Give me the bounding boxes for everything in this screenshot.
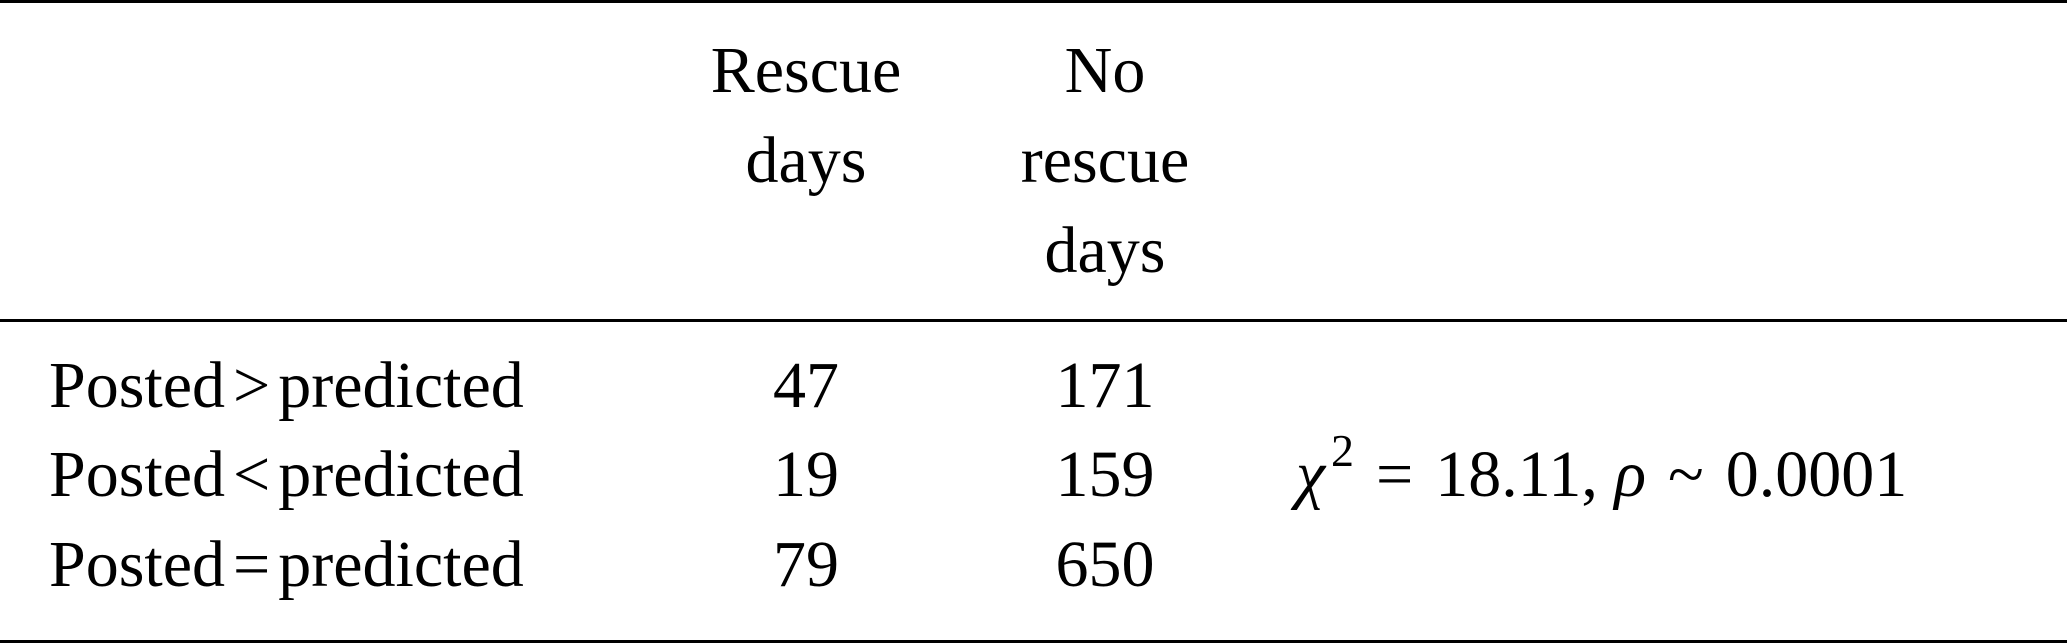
cell-no-rescue-days: 650 (1055, 528, 1155, 601)
header-rescue-days: Rescue days (710, 34, 902, 197)
cell-no-rescue-days: 171 (1055, 349, 1155, 422)
p-symbol: ρ (1614, 438, 1647, 511)
cell-no-rescue-days: 159 (1055, 438, 1155, 511)
cell-rescue-days: 47 (773, 349, 839, 422)
row-label: Posted > predicted (49, 341, 524, 431)
row-label-left: Posted (49, 528, 226, 601)
cell-rescue-days: 79 (773, 528, 839, 601)
bottom-rule (0, 640, 2067, 643)
p-value: 0.0001 (1725, 438, 1908, 511)
chi-square-statistic: χ 2 = 18.11, ρ ~0.0001 (1296, 425, 1908, 520)
row-label: Posted = predicted (49, 520, 524, 610)
approx-sign: ~ (1668, 438, 1704, 511)
header-rule (0, 319, 2067, 322)
equals-sign: = (1376, 438, 1414, 511)
header-no-rescue-days: No rescue days (1020, 34, 1190, 287)
cell-rescue-days: 19 (773, 438, 839, 511)
row-relation: > (233, 349, 271, 422)
row-label-right: predicted (278, 349, 524, 422)
top-rule (0, 0, 2067, 3)
row-label: Posted < predicted (49, 430, 524, 520)
table-row: Posted < predicted 19 159 (0, 430, 2067, 520)
row-label-left: Posted (49, 349, 226, 422)
table-row: Posted > predicted 47 171 (0, 341, 2067, 431)
chi-value: 18.11, (1435, 438, 1598, 511)
chi-exponent: 2 (1331, 425, 1355, 476)
row-label-right: predicted (278, 528, 524, 601)
row-relation: < (233, 438, 271, 511)
row-label-right: predicted (278, 438, 524, 511)
row-label-left: Posted (49, 438, 226, 511)
chi-symbol: χ (1296, 438, 1326, 511)
row-relation: = (233, 528, 271, 601)
table-row: Posted = predicted 79 650 (0, 520, 2067, 610)
